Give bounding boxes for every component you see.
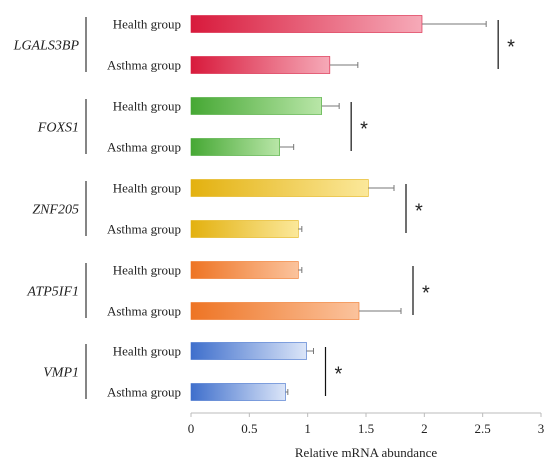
bar-vmp1-asthma — [190, 383, 286, 401]
x-tick-label: 1 — [304, 421, 311, 436]
bar-atp5if1-asthma — [190, 302, 360, 320]
x-tick-label: 2 — [421, 421, 428, 436]
category-label: Health group — [113, 17, 181, 32]
category-label: Health group — [113, 263, 181, 278]
significance-star: * — [335, 364, 343, 386]
significance-star: * — [360, 119, 368, 141]
significance-star: * — [507, 37, 515, 59]
category-label: Asthma group — [107, 58, 181, 73]
significance-star: * — [415, 201, 423, 223]
bars-layer — [190, 15, 487, 401]
bar-atp5if1-health — [190, 261, 299, 279]
bar-lgals3bp-asthma — [190, 56, 331, 74]
gene-label: FOXS1 — [37, 121, 79, 136]
x-tick-label: 2.5 — [475, 421, 491, 436]
category-label: Asthma group — [107, 222, 181, 237]
x-tick-label: 0 — [188, 421, 195, 436]
category-label: Asthma group — [107, 385, 181, 400]
category-label: Asthma group — [107, 304, 181, 319]
category-label: Asthma group — [107, 140, 181, 155]
gene-label: LGALS3BP — [13, 39, 80, 54]
bar-znf205-health — [190, 179, 369, 197]
labels-layer: Health group Asthma group LGALS3BP * Health … — [13, 17, 516, 400]
category-label: Health group — [113, 181, 181, 196]
x-axis: 0 0.5 1 1.5 2 2.5 3 Relative mRNA abundance — [188, 412, 545, 460]
category-label: Health group — [113, 99, 181, 114]
bar-foxs1-asthma — [190, 138, 280, 156]
x-axis-title: Relative mRNA abundance — [295, 445, 437, 460]
gene-label: VMP1 — [43, 366, 79, 381]
bar-znf205-asthma — [190, 220, 299, 238]
x-tick-label: 1.5 — [358, 421, 374, 436]
x-tick-label: 0.5 — [241, 421, 257, 436]
gene-label: ZNF205 — [32, 203, 79, 218]
category-label: Health group — [113, 344, 181, 359]
gene-label: ATP5IF1 — [26, 285, 79, 300]
x-tick-label: 3 — [538, 421, 545, 436]
bar-lgals3bp-health — [190, 15, 423, 33]
significance-star: * — [422, 283, 430, 305]
bar-vmp1-health — [190, 342, 307, 360]
bar-foxs1-health — [190, 97, 322, 115]
